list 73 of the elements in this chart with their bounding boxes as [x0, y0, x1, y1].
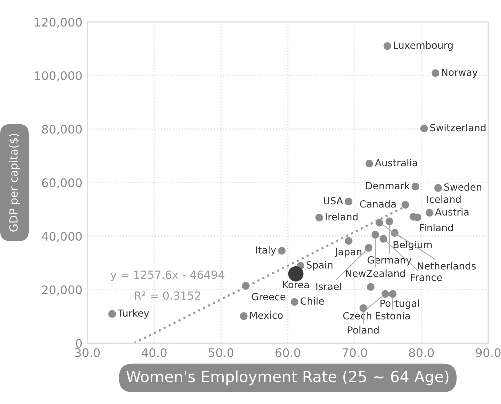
- point: [376, 219, 384, 227]
- point: [432, 70, 440, 78]
- point: [412, 183, 420, 191]
- point: [386, 218, 394, 226]
- point: [382, 290, 390, 298]
- point: [367, 283, 375, 292]
- point: [372, 231, 380, 239]
- annotation: Spain: [306, 261, 333, 271]
- annotation: Turkey: [118, 310, 150, 319]
- point: [345, 198, 353, 206]
- x-tick-label: 30.0: [75, 348, 100, 358]
- x-axis-title: Women's Employment Rate (25 ~ 64 Age): [126, 370, 449, 386]
- annotation: NewZealand: [346, 270, 406, 278]
- point: [278, 247, 286, 255]
- point: [434, 184, 442, 192]
- annotation: Germany: [368, 256, 412, 266]
- point: [108, 310, 116, 318]
- annotation: Korea: [283, 281, 309, 289]
- y-tick-label: 40,000: [42, 232, 82, 242]
- point: [402, 201, 410, 209]
- annotation: Switzerland: [430, 124, 486, 132]
- y-axis-title: GDP per capita($): [9, 134, 20, 232]
- point: [290, 298, 299, 306]
- annotation: Sweden: [444, 183, 482, 191]
- x-tick-label: 70.0: [342, 348, 368, 358]
- annotation: Estonia: [376, 312, 410, 320]
- annotation: Denmark: [366, 182, 410, 190]
- point: [426, 209, 434, 217]
- y-tick-label: 60,000: [42, 178, 82, 189]
- annotation: Belgium: [394, 241, 432, 250]
- x-tick-label: 50.0: [209, 348, 234, 358]
- point: [316, 214, 324, 222]
- annotation: Ireland: [326, 213, 358, 221]
- annotation: Luxembourg: [394, 42, 453, 52]
- x-tick-label: 80.0: [409, 348, 434, 358]
- point: [384, 42, 392, 50]
- y-tick-label: 120,000: [35, 18, 82, 28]
- point: [242, 282, 250, 290]
- annotation: Portugal: [380, 300, 420, 310]
- annotation: Australia: [375, 159, 418, 167]
- point: [420, 124, 428, 133]
- x-tick-label: 60.0: [276, 348, 300, 358]
- annotation: Chile: [300, 297, 324, 306]
- point: [380, 235, 388, 243]
- annotation: Mexico: [250, 312, 283, 320]
- annotation: R² = 0.3152: [135, 292, 200, 300]
- annotation: Poland: [348, 326, 379, 334]
- x-tick-label: 40.0: [142, 348, 167, 358]
- point: [365, 244, 373, 252]
- point: [240, 312, 248, 320]
- annotation: y = 1257.6x - 46494: [110, 270, 225, 282]
- point: [389, 290, 397, 298]
- point: [366, 160, 374, 168]
- annotation: France: [411, 274, 442, 282]
- x-tick-label: 90.0: [476, 348, 501, 358]
- annotation: Israel: [316, 282, 342, 290]
- annotation: Canada: [360, 200, 396, 208]
- annotation: Italy: [256, 246, 276, 256]
- annotation: Iceland: [428, 196, 461, 204]
- y-tick-label: 80,000: [42, 125, 82, 136]
- annotation: Norway: [442, 68, 478, 78]
- annotation: Greece: [252, 293, 286, 301]
- point: [345, 237, 353, 245]
- y-tick-label: 100,000: [35, 71, 82, 82]
- annotation: Netherlands: [418, 262, 476, 270]
- annotation: Japan: [334, 248, 362, 258]
- annotation: Austria: [435, 208, 469, 216]
- annotation: Czech: [343, 312, 372, 320]
- y-tick-label: 0: [76, 339, 82, 348]
- point: [360, 304, 368, 312]
- annotation: Finland: [420, 224, 454, 232]
- annotation: USA: [324, 197, 344, 205]
- y-tick-label: 20,000: [42, 286, 82, 296]
